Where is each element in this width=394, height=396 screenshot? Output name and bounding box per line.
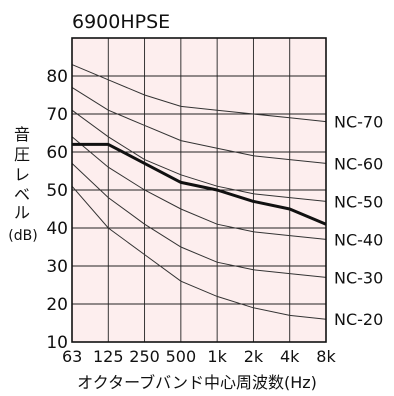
- nc-curve-line: [71, 163, 327, 278]
- y-tick-label: 40: [46, 219, 68, 239]
- y-tick-labels: 10 20 30 40 50 60 70 80: [46, 67, 68, 353]
- x-tick-label: 4k: [280, 347, 300, 366]
- nc-curve-label: NC-60: [334, 154, 383, 173]
- nc-reference-curves: [71, 64, 327, 320]
- x-tick-label: 1k: [207, 347, 227, 366]
- nc-curve-label: NC-20: [334, 310, 383, 329]
- nc-curve-line: [71, 109, 327, 202]
- nc-curve-label: NC-30: [334, 268, 383, 287]
- nc-curve-labels: NC-70 NC-60 NC-50 NC-40 NC-30 NC-20: [334, 113, 383, 330]
- plot-frame: [71, 37, 327, 343]
- nc-curve-line: [71, 185, 327, 320]
- x-tick-labels: 63 125 250 500 1k 2k 4k 8k: [62, 347, 336, 366]
- y-axis-label-part: レ: [14, 165, 30, 184]
- y-axis-label-part: 圧: [14, 145, 30, 164]
- y-tick-label: 20: [46, 295, 68, 315]
- data-series: [72, 142, 327, 226]
- nc-curve-label: NC-70: [334, 113, 383, 132]
- x-tick-label: 125: [93, 347, 124, 366]
- x-axis-label: オクターブバンド中心周波数(Hz): [77, 373, 317, 392]
- y-tick-label: 30: [46, 257, 68, 277]
- nc-curve-line: [71, 136, 327, 240]
- y-axis-label-part: 音: [14, 125, 30, 144]
- y-tick-label: 50: [46, 181, 68, 201]
- y-axis-label-part: (dB): [8, 228, 37, 244]
- x-tick-label: 2k: [244, 347, 264, 366]
- nc-curve-label: NC-50: [334, 192, 383, 211]
- nc-curve-line: [71, 86, 327, 164]
- x-tick-label: 250: [129, 347, 160, 366]
- series-line: [72, 142, 327, 226]
- y-tick-label: 80: [46, 67, 68, 87]
- x-tick-label: 63: [62, 347, 82, 366]
- y-tick-label: 10: [46, 333, 68, 353]
- chart-title: 6900HPSE: [72, 11, 170, 33]
- nc-curve-label: NC-40: [334, 230, 383, 249]
- y-tick-label: 60: [46, 143, 68, 163]
- y-tick-label: 70: [46, 105, 68, 125]
- nc-curve-line: [71, 64, 327, 123]
- y-axis-label-part: ル: [14, 203, 30, 222]
- x-tick-label: 8k: [316, 347, 336, 366]
- x-tick-label: 500: [166, 347, 197, 366]
- y-axis-label-part: ベ: [14, 185, 30, 204]
